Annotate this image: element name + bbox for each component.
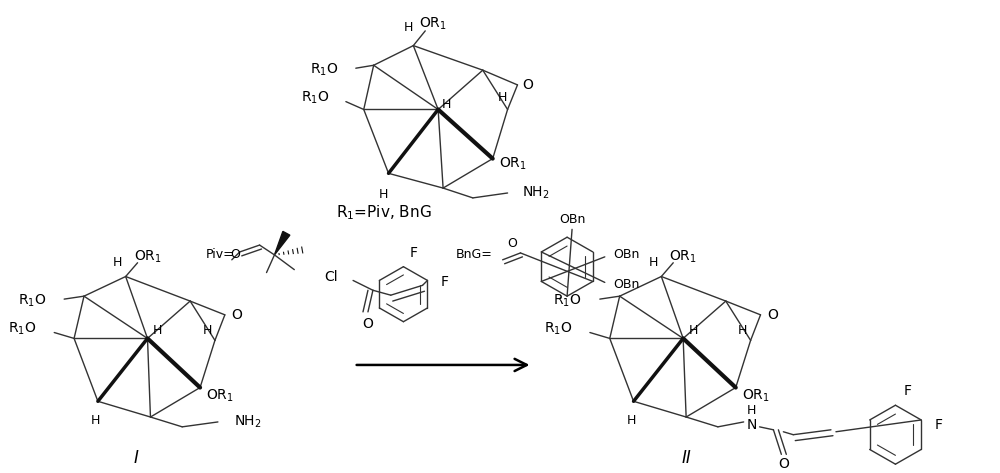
Text: R$_1$O: R$_1$O <box>18 293 46 309</box>
Text: O: O <box>508 236 517 250</box>
Text: H: H <box>91 414 101 428</box>
Text: F: F <box>441 275 449 289</box>
Text: F: F <box>935 418 943 432</box>
Text: Piv=: Piv= <box>206 248 235 262</box>
Text: H: H <box>738 324 747 337</box>
Text: O: O <box>363 317 373 331</box>
Text: NH$_2$: NH$_2$ <box>522 185 549 201</box>
Text: H: H <box>627 414 636 428</box>
Text: H: H <box>379 188 388 201</box>
Text: H: H <box>153 324 162 337</box>
Polygon shape <box>274 231 290 255</box>
Text: O: O <box>230 248 240 262</box>
Text: F: F <box>903 385 911 398</box>
Text: OR$_1$: OR$_1$ <box>499 155 527 172</box>
Text: H: H <box>202 324 212 337</box>
Text: H: H <box>404 21 413 35</box>
Text: OR$_1$: OR$_1$ <box>206 387 234 403</box>
Text: Cl: Cl <box>325 271 338 284</box>
Text: R$_1$O: R$_1$O <box>8 320 36 337</box>
Text: R$_1$O: R$_1$O <box>544 320 572 337</box>
Text: O: O <box>778 457 789 471</box>
Text: NH$_2$: NH$_2$ <box>234 414 262 430</box>
Text: H: H <box>441 98 451 111</box>
Text: H: H <box>688 324 698 337</box>
Text: OR$_1$: OR$_1$ <box>134 249 161 265</box>
Text: OR$_1$: OR$_1$ <box>419 16 447 32</box>
Text: I: I <box>133 449 138 467</box>
Text: N: N <box>746 418 757 432</box>
Text: O: O <box>522 78 533 92</box>
Text: H: H <box>498 91 507 104</box>
Text: R$_1$O: R$_1$O <box>301 89 329 106</box>
Text: F: F <box>409 246 417 260</box>
Text: O: O <box>231 308 242 322</box>
Text: O: O <box>767 308 778 322</box>
Text: OR$_1$: OR$_1$ <box>669 249 697 265</box>
Text: R$_1$=Piv, BnG: R$_1$=Piv, BnG <box>336 203 431 222</box>
Text: OBn: OBn <box>559 213 585 226</box>
Text: OR$_1$: OR$_1$ <box>742 387 770 403</box>
Text: H: H <box>747 403 756 417</box>
Text: II: II <box>681 449 691 467</box>
Text: OBn: OBn <box>613 278 640 291</box>
Text: BnG=: BnG= <box>456 248 493 262</box>
Text: H: H <box>649 256 658 269</box>
Text: R$_1$O: R$_1$O <box>553 293 582 309</box>
Text: R$_1$O: R$_1$O <box>310 62 339 79</box>
Text: H: H <box>113 256 122 269</box>
Text: OBn: OBn <box>613 248 640 262</box>
